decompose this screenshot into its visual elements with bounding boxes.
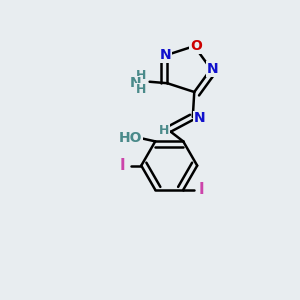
Text: H: H: [136, 83, 146, 97]
Text: N: N: [130, 76, 142, 90]
Text: I: I: [120, 158, 125, 173]
Text: N: N: [160, 48, 172, 62]
Text: N: N: [194, 112, 205, 125]
Text: HO: HO: [118, 131, 142, 146]
Text: O: O: [190, 39, 202, 53]
Text: N: N: [207, 62, 218, 76]
Text: H: H: [159, 124, 169, 137]
Text: I: I: [199, 182, 205, 197]
Text: H: H: [136, 69, 146, 82]
